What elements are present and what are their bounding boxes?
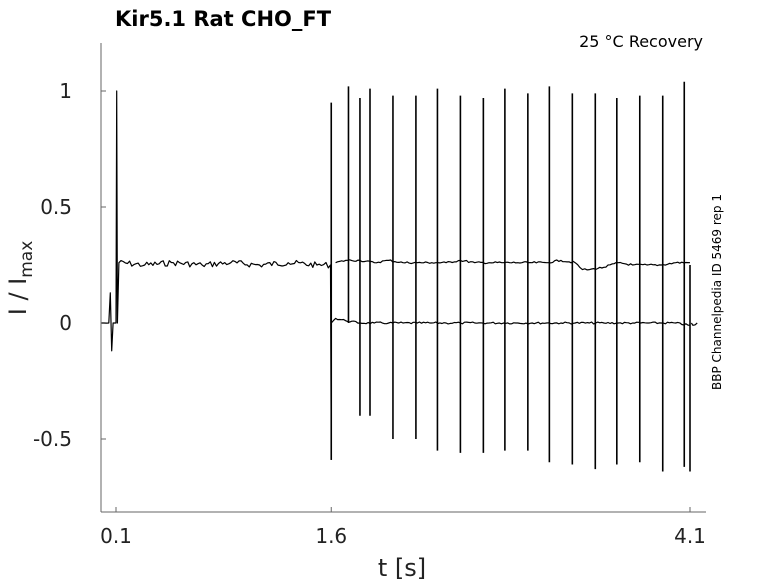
y-tick-label: 1: [59, 79, 72, 103]
chart-title: Kir5.1 Rat CHO_FT: [115, 7, 332, 31]
current-trace-3: [690, 322, 698, 326]
y-tick-label: 0: [59, 311, 72, 335]
traces: [101, 90, 698, 460]
svg-text:I / Imax: I / Imax: [4, 241, 37, 316]
y-axis-label-main: I / I: [4, 278, 32, 316]
current-trace-1: [330, 317, 691, 326]
spikes: [330, 81, 691, 472]
y-ticks: 1 0.5 0 -0.5: [33, 79, 106, 451]
x-ticks: 0.1 1.6 4.1: [100, 507, 706, 548]
channelpedia-id-label: BBP Channelpedia ID 5469 rep 1: [710, 194, 724, 390]
axes: [100, 43, 706, 513]
y-axis-label: I / Imax: [4, 241, 37, 316]
current-trace-2: [335, 259, 691, 271]
condition-annotation: 25 °C Recovery: [579, 32, 703, 51]
y-axis-label-sub: max: [17, 241, 37, 278]
y-tick-label: 0.5: [40, 195, 72, 219]
current-trace-0: [101, 90, 332, 460]
x-tick-label: 0.1: [100, 524, 132, 548]
x-tick-label: 1.6: [315, 524, 347, 548]
x-tick-label: 4.1: [674, 524, 706, 548]
x-axis-label: t [s]: [378, 554, 426, 582]
y-tick-label: -0.5: [33, 427, 72, 451]
